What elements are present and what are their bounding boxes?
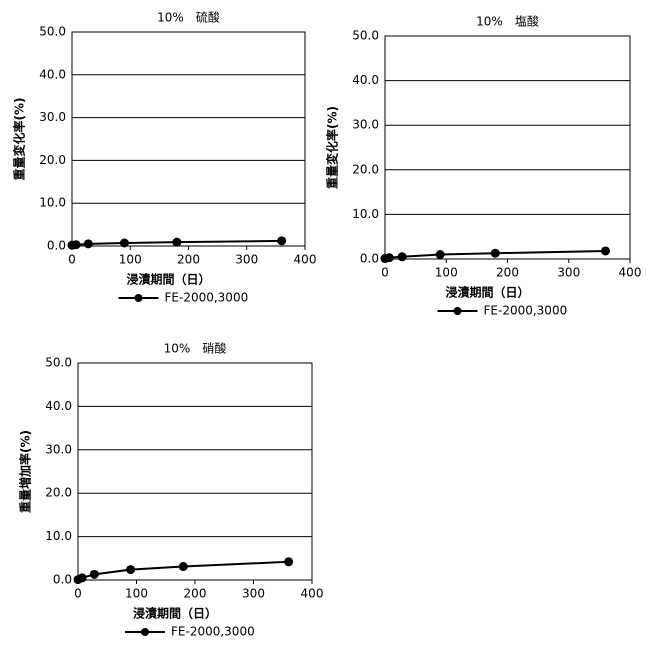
data-point bbox=[89, 569, 99, 579]
legend-marker bbox=[453, 307, 462, 315]
data-point bbox=[178, 562, 188, 572]
x-tick-label: 200 bbox=[177, 253, 200, 267]
plot-area bbox=[77, 362, 313, 581]
y-tick-label: 40.0 bbox=[39, 67, 66, 81]
data-point bbox=[71, 240, 81, 250]
y-tick-label: 30.0 bbox=[45, 442, 72, 456]
y-tick-label: 20.0 bbox=[39, 153, 66, 167]
x-tick-label: 400 bbox=[294, 253, 317, 267]
legend-marker bbox=[134, 294, 143, 302]
legend-marker bbox=[141, 628, 149, 636]
data-point bbox=[601, 246, 610, 256]
x-tick-label: 100 bbox=[119, 253, 142, 267]
y-tick-label: 20.0 bbox=[45, 486, 72, 500]
data-point bbox=[77, 573, 87, 583]
plot-area bbox=[384, 35, 631, 260]
data-point bbox=[397, 252, 407, 262]
y-axis-label: 重量変化率(%) bbox=[325, 106, 340, 189]
x-tick-label: 200 bbox=[496, 266, 519, 280]
x-tick-label: 400 bbox=[619, 266, 642, 280]
x-tick-label: 200 bbox=[184, 587, 207, 601]
y-tick-label: 20.0 bbox=[352, 162, 379, 176]
data-point bbox=[119, 238, 129, 248]
x-tick-label: 0 bbox=[68, 253, 76, 267]
data-point bbox=[435, 250, 445, 260]
x-tick-label: 300 bbox=[235, 253, 258, 267]
x-tick-label: 400 bbox=[301, 587, 324, 601]
chart-title: 10% 塩酸 bbox=[476, 14, 539, 29]
y-tick-label: 40.0 bbox=[45, 399, 72, 413]
y-tick-label: 0.0 bbox=[47, 239, 66, 253]
x-axis-label: 浸漬期間（日） bbox=[445, 285, 529, 300]
y-axis-label: 重量増加率(%) bbox=[18, 430, 33, 513]
y-tick-label: 30.0 bbox=[352, 118, 379, 132]
y-tick-label: 0.0 bbox=[53, 573, 72, 587]
data-point bbox=[277, 236, 287, 246]
x-tick-label: 100 bbox=[125, 587, 148, 601]
legend-label: FE-2000,3000 bbox=[484, 304, 568, 318]
legend-label: FE-2000,3000 bbox=[171, 625, 255, 639]
y-axis-label: 重量変化率(%) bbox=[12, 98, 27, 181]
x-axis-label: 浸漬期間（日） bbox=[126, 272, 210, 287]
x-tick-label: 300 bbox=[242, 587, 265, 601]
y-tick-label: 10.0 bbox=[45, 529, 72, 543]
x-tick-label: 300 bbox=[557, 266, 580, 280]
legend-label: FE-2000,3000 bbox=[165, 291, 249, 305]
chart-title: 10% 硫酸 bbox=[157, 10, 220, 25]
y-tick-label: 50.0 bbox=[39, 25, 66, 39]
y-tick-label: 10.0 bbox=[39, 196, 66, 210]
y-tick-label: 40.0 bbox=[352, 73, 379, 87]
y-tick-label: 50.0 bbox=[352, 29, 379, 43]
y-tick-label: 0.0 bbox=[360, 252, 379, 266]
data-point bbox=[83, 239, 93, 249]
y-tick-label: 30.0 bbox=[39, 110, 66, 124]
data-point bbox=[384, 253, 394, 263]
x-axis-label: 浸漬期間（日） bbox=[133, 606, 217, 621]
x-tick-label: 100 bbox=[435, 266, 458, 280]
x-tick-label: 0 bbox=[381, 266, 389, 280]
plot-area bbox=[71, 31, 306, 247]
data-point bbox=[172, 237, 182, 247]
data-point bbox=[284, 557, 294, 567]
chart-title: 10% 硝酸 bbox=[164, 341, 227, 356]
y-tick-label: 50.0 bbox=[45, 356, 72, 370]
x-tick-label: 0 bbox=[74, 587, 82, 601]
data-point bbox=[490, 248, 500, 258]
data-point bbox=[126, 565, 136, 575]
y-tick-label: 10.0 bbox=[352, 207, 379, 221]
